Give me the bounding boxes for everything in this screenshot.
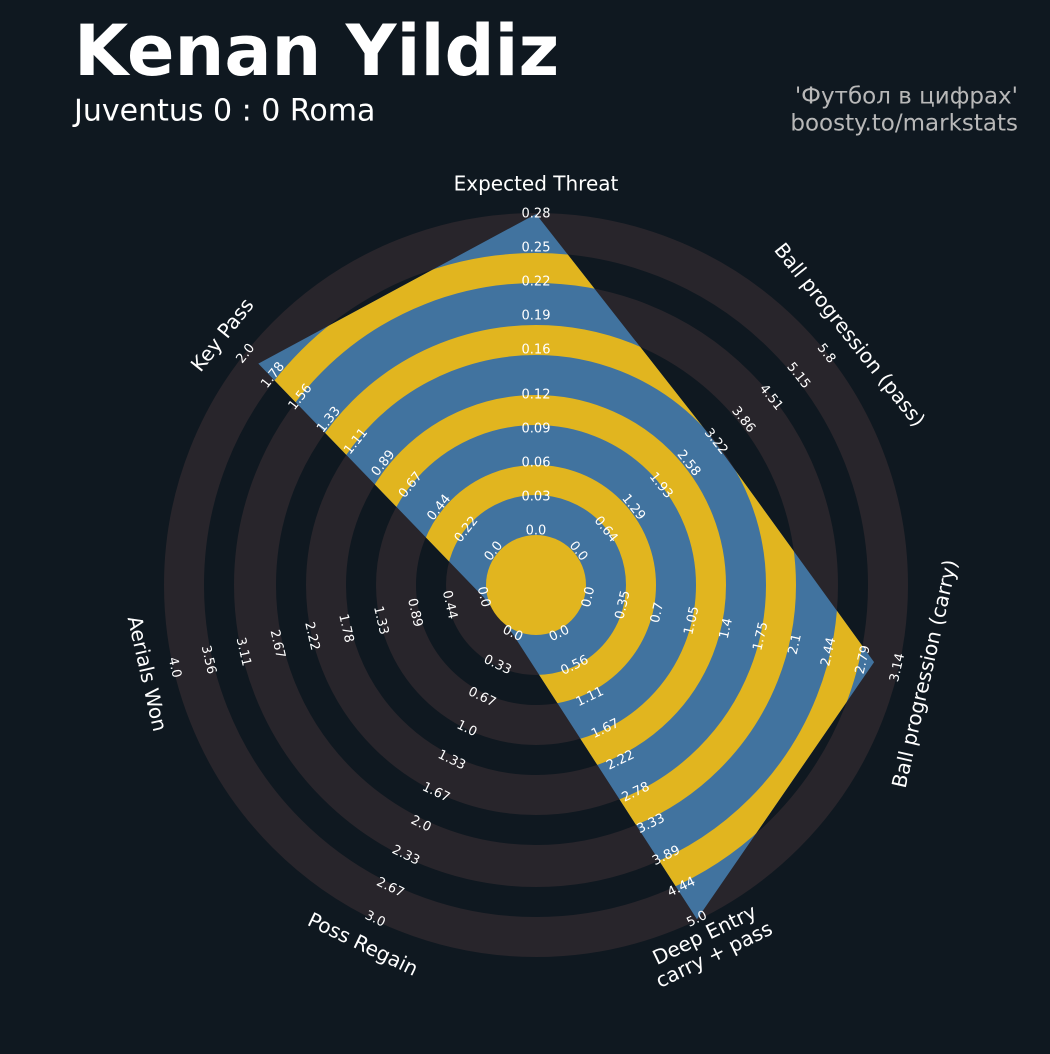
- tick-label: 3.14: [887, 652, 908, 684]
- tick-label: 0.06: [522, 456, 551, 471]
- tick-label: 2.44: [818, 636, 839, 668]
- tick-label: 0.25: [522, 241, 551, 256]
- tick-label: 4.0: [165, 656, 184, 680]
- tick-label: 0.35: [613, 589, 634, 621]
- tick-label: 1.4: [717, 617, 736, 641]
- chart-subtitle: Juventus 0 : 0 Roma: [72, 94, 375, 129]
- tick-label: 1.75: [750, 621, 771, 653]
- tick-label: 0.03: [522, 490, 551, 505]
- tick-label: 0.7: [648, 601, 667, 625]
- credit: 'Футбол в цифрах': [795, 84, 1018, 110]
- tick-label: 2.79: [853, 644, 874, 676]
- tick-label: 0.44: [439, 589, 460, 621]
- param-label: Aerials Won: [123, 614, 173, 734]
- tick-label: 0.28: [522, 207, 551, 222]
- tick-label: 2.67: [267, 628, 288, 660]
- tick-label: 0.0: [579, 585, 598, 609]
- tick-label: 0.09: [522, 422, 551, 437]
- credit: boosty.to/markstats: [790, 111, 1018, 137]
- tick-label: 0.12: [522, 388, 551, 403]
- tick-label: 3.56: [198, 644, 219, 676]
- tick-label: 0.19: [522, 308, 551, 323]
- tick-label: 1.05: [681, 605, 702, 637]
- tick-label: 0.22: [522, 274, 551, 289]
- tick-label: 1.33: [370, 605, 391, 637]
- tick-label: 2.1: [786, 632, 805, 656]
- chart-title: Kenan Yildiz: [74, 10, 559, 92]
- tick-label: 1.78: [335, 613, 356, 645]
- param-label: Expected Threat: [454, 172, 619, 196]
- tick-label: 0.0: [526, 524, 547, 539]
- tick-label: 3.11: [233, 636, 254, 668]
- tick-label: 0.0: [474, 585, 493, 609]
- tick-label: 2.22: [301, 620, 322, 652]
- center-circle: [486, 535, 586, 635]
- tick-label: 0.89: [404, 597, 425, 629]
- tick-label: 0.16: [522, 342, 551, 357]
